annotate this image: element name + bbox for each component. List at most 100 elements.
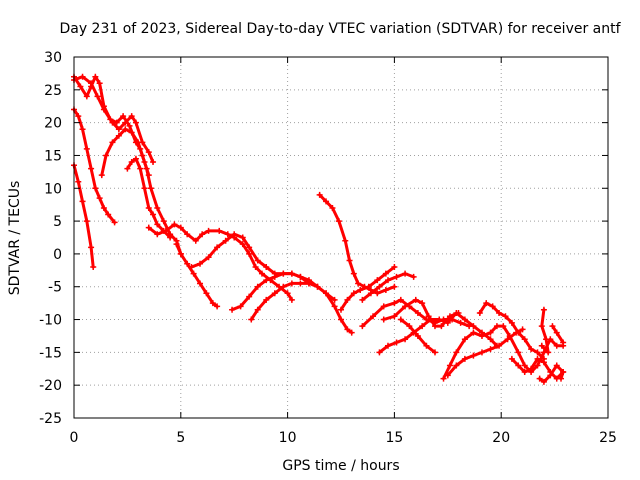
series-sat-y (549, 323, 567, 346)
data-point (453, 362, 460, 369)
data-point (545, 349, 552, 356)
data-point (288, 280, 295, 287)
series-line (72, 163, 95, 269)
x-tick-label: 10 (279, 430, 297, 446)
x-axis-label: GPS time / hours (282, 458, 399, 474)
series-line (339, 265, 396, 312)
data-point (248, 316, 255, 323)
data-point (348, 329, 355, 336)
data-point (128, 113, 135, 120)
data-point (393, 273, 400, 280)
data-point (359, 323, 366, 330)
data-point (145, 149, 152, 156)
data-point (141, 185, 148, 192)
chart-title: Day 231 of 2023, Sidereal Day-to-day VTE… (59, 21, 621, 37)
data-point (94, 93, 101, 100)
data-point (453, 309, 460, 316)
data-point (380, 316, 387, 323)
data-point (425, 313, 432, 320)
x-tick-label: 5 (176, 430, 185, 446)
data-point (558, 375, 565, 382)
data-point (92, 185, 99, 192)
series-line (551, 324, 565, 344)
data-point (436, 316, 443, 323)
y-tick-label: 5 (53, 214, 62, 230)
data-point (162, 227, 169, 234)
data-point (216, 227, 223, 234)
data-point (427, 316, 434, 323)
y-tick-label: -10 (39, 313, 62, 329)
data-point (521, 336, 528, 343)
data-point (203, 290, 210, 297)
series-sat-k (248, 280, 355, 336)
data-point (184, 231, 191, 238)
data-point (79, 73, 86, 80)
data-point (254, 306, 261, 313)
data-point (124, 165, 131, 172)
data-point (528, 346, 535, 353)
data-point (150, 211, 157, 218)
data-point (493, 323, 500, 330)
data-point (338, 316, 344, 323)
series-sat-j (229, 270, 312, 313)
data-point (132, 155, 139, 162)
data-point (77, 83, 84, 90)
series-sat-p (380, 296, 462, 330)
data-point (323, 290, 330, 297)
y-tick-label: 25 (44, 83, 62, 99)
data-point (508, 319, 515, 326)
data-point (83, 93, 90, 100)
data-point (214, 244, 221, 251)
data-point (391, 264, 398, 271)
data-point (560, 369, 567, 376)
data-point (470, 323, 477, 330)
data-point (397, 296, 404, 303)
data-point (329, 204, 336, 211)
data-point (271, 273, 278, 280)
data-point (154, 221, 161, 228)
data-point (98, 172, 105, 179)
data-point (446, 362, 453, 369)
series-sat-c (71, 106, 118, 226)
data-point (346, 257, 353, 264)
x-tick-label: 15 (385, 430, 403, 446)
data-point (100, 106, 107, 113)
data-point (143, 165, 150, 172)
data-point (547, 372, 554, 379)
data-point (382, 270, 389, 277)
data-point (534, 349, 541, 356)
data-point (150, 159, 157, 166)
data-point (419, 323, 426, 330)
data-point (461, 316, 468, 323)
data-point (478, 349, 485, 356)
data-point (132, 119, 139, 126)
data-point (254, 257, 261, 264)
series-sat-n (359, 270, 417, 303)
data-point (453, 349, 460, 356)
y-tick-label: -15 (39, 345, 62, 361)
y-tick-label: -20 (39, 378, 62, 394)
data-point (393, 339, 400, 346)
series-sat-f (124, 155, 174, 241)
data-point (540, 306, 547, 313)
data-point (410, 273, 417, 280)
data-point (365, 283, 372, 290)
data-point (288, 270, 295, 277)
y-tick-label: 20 (44, 116, 62, 132)
data-point (478, 332, 485, 339)
data-point (487, 329, 494, 336)
data-point (355, 280, 362, 287)
data-point (137, 165, 144, 172)
series-line (72, 108, 117, 224)
data-point (154, 204, 161, 211)
data-point (197, 280, 204, 287)
data-point (167, 234, 174, 241)
data-point (536, 375, 543, 382)
series-sat-x (538, 306, 552, 356)
data-point (470, 352, 477, 359)
data-point (96, 195, 103, 202)
data-point (246, 293, 253, 300)
series-line (125, 157, 172, 239)
data-point (126, 122, 133, 129)
data-point (323, 198, 330, 205)
